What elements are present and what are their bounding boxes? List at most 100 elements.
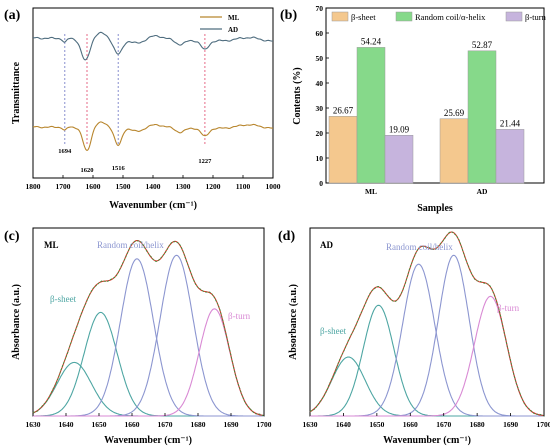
bar <box>384 135 414 184</box>
fitted-envelope <box>32 239 265 417</box>
x-tick-label: 1500 <box>116 182 131 191</box>
fitted-peak <box>310 304 544 417</box>
y-tick-label: 20 <box>316 129 324 138</box>
panel-c-ylabel: Absorbance (a.u.) <box>11 284 22 360</box>
x-tick-label: 1640 <box>336 420 351 429</box>
x-tick-label: 1600 <box>86 182 101 191</box>
panel-d-deconvolution: (d) AD 1630 1640 1650 1660 1670 1680 1690 1700 … <box>278 227 550 446</box>
bar-value-label: 54.24 <box>361 36 382 46</box>
bar-value-label: 25.69 <box>444 108 465 118</box>
band-marker-label: 1694 <box>58 148 72 155</box>
x-tick-label: 1300 <box>176 182 191 191</box>
x-tick-label: 1200 <box>206 182 221 191</box>
fitted-peak <box>32 361 264 417</box>
x-tick-label: 1680 <box>191 420 206 429</box>
x-tick-label: 1670 <box>158 420 173 429</box>
panel-d-letter: (d) <box>278 229 295 244</box>
panel-d-beta-sheet-label: β-sheet <box>320 326 347 336</box>
x-tick-label: 1000 <box>266 182 281 191</box>
panel-d-ylabel: Absorbance (a.u.) <box>288 284 299 360</box>
y-tick-label: 40 <box>316 79 324 88</box>
panel-c-xlabel: Wavenumber (cm⁻¹) <box>104 435 192 446</box>
panel-c-beta-turn-label: β-turn <box>228 311 251 321</box>
panel-a-xlabel: Wavenumber (cm⁻¹) <box>109 200 197 211</box>
panel-b-bars: (b) 0 10 20 30 40 50 60 70 ML AD 26.67 54.24 19.09 2… <box>280 4 547 214</box>
fitted-peak <box>33 311 264 417</box>
panel-a-ylabel: Transmittance <box>11 61 22 124</box>
fitted-peak <box>33 258 264 417</box>
panel-b-legend: β-sheet Random coil/α-helix β-turn <box>331 11 547 22</box>
bar <box>495 129 525 184</box>
y-tick-label: 0 <box>319 179 323 188</box>
band-marker-label: 1516 <box>112 165 126 172</box>
panel-c-deconvolution: (c) ML 1630 1640 1650 1660 1670 1680 1690 1700 … <box>4 227 272 446</box>
legend-swatch <box>395 11 413 22</box>
fitted-envelope <box>309 231 544 417</box>
x-tick-label: 1690 <box>503 420 518 429</box>
x-tick-label: 1640 <box>59 420 74 429</box>
bar-value-label: 21.44 <box>500 118 521 128</box>
panel-c-random-coil-label: Random coil/helix <box>97 240 164 250</box>
y-tick-label: 60 <box>316 29 324 38</box>
panel-b-frame <box>325 7 545 184</box>
x-tick-label: 1650 <box>369 420 384 429</box>
legend-ad-label: AD <box>228 26 238 34</box>
x-tick-label: 1700 <box>257 420 272 429</box>
x-tick-label: 1660 <box>125 420 140 429</box>
panel-a-ftir: (a) 1800 1700 1600 1500 1400 1300 1200 1100 1000… <box>4 7 281 211</box>
series-ml-line <box>32 121 274 151</box>
panel-d-random-coil-label: Random coil/helix <box>386 242 453 252</box>
x-tick-label: 1800 <box>26 182 41 191</box>
series-ad-line <box>32 31 274 61</box>
panel-b-ylabel: Contents (%) <box>292 67 303 125</box>
legend-label: Random coil/α-helix <box>415 12 486 22</box>
x-tick-label: 1630 <box>26 420 41 429</box>
y-tick-label: 70 <box>316 4 324 13</box>
x-tick-label: 1690 <box>224 420 239 429</box>
panel-b-xlabel: Samples <box>417 203 453 214</box>
bar <box>328 116 358 184</box>
band-marker-label: 1620 <box>81 167 94 174</box>
bar-value-label: 26.67 <box>333 105 354 115</box>
legend-swatch <box>331 11 349 22</box>
panel-a-letter: (a) <box>4 8 21 23</box>
panel-d-xlabel: Wavenumber (cm⁻¹) <box>383 435 471 446</box>
x-tick-label: 1700 <box>56 182 71 191</box>
x-tick-label: 1660 <box>403 420 418 429</box>
panel-d-frame <box>309 227 545 417</box>
legend-ml-label: ML <box>228 14 240 22</box>
band-marker-label: 1227 <box>198 158 212 165</box>
measured-spectrum <box>309 231 545 417</box>
measured-spectrum <box>32 240 265 417</box>
panel-c-beta-sheet-label: β-sheet <box>50 294 77 304</box>
x-tick-label: 1100 <box>236 182 251 191</box>
bar <box>356 47 386 184</box>
y-tick-label: 50 <box>316 54 324 63</box>
fitted-peak <box>310 263 544 417</box>
panel-a-legend: ML AD <box>200 14 240 34</box>
y-tick-label: 30 <box>316 104 324 113</box>
legend-label: β-turn <box>525 12 547 22</box>
panel-c-letter: (c) <box>4 229 20 244</box>
bar-value-label: 19.09 <box>389 124 410 134</box>
fitted-peak <box>33 254 264 417</box>
fitted-peak <box>33 308 265 417</box>
panel-d-inset-label: AD <box>320 240 333 250</box>
bar-value-label: 52.87 <box>472 40 493 50</box>
fitted-peak <box>309 356 544 417</box>
x-tick-label: 1650 <box>92 420 107 429</box>
x-tick-label: AD <box>477 187 488 196</box>
y-tick-label: 10 <box>316 154 324 163</box>
x-tick-label: 1700 <box>537 420 550 429</box>
panel-d-beta-turn-label: β-turn <box>497 303 520 313</box>
bar <box>467 50 497 184</box>
legend-label: β-sheet <box>351 12 376 22</box>
panel-c-inset-label: ML <box>44 240 59 250</box>
x-tick-label: ML <box>365 187 377 196</box>
panel-c-frame <box>32 227 265 417</box>
bar <box>439 118 469 184</box>
x-tick-label: 1400 <box>146 182 161 191</box>
x-tick-label: 1670 <box>436 420 451 429</box>
panel-b-letter: (b) <box>280 8 297 23</box>
